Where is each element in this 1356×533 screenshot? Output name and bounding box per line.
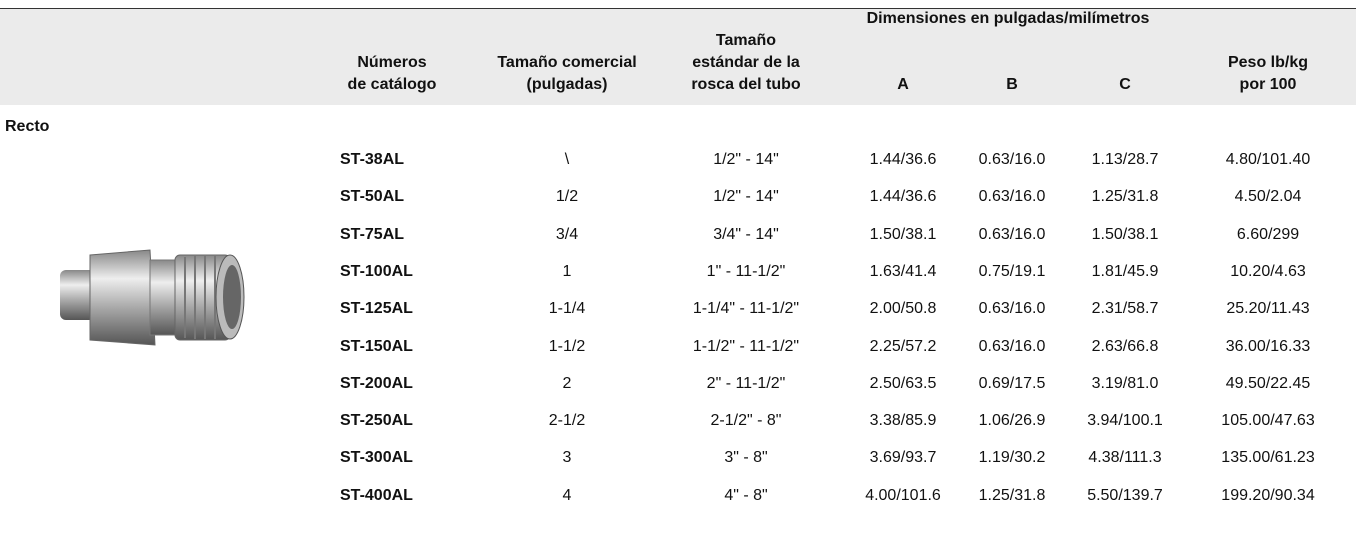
- table-cell: 1.50/38.1: [869, 225, 937, 243]
- table-cell: 3.19/81.0: [1091, 374, 1159, 392]
- table-cell: 0.69/17.5: [978, 374, 1046, 392]
- table-cell: 1.25/31.8: [1091, 188, 1159, 206]
- table-cell: 2.63/66.8: [1091, 337, 1159, 355]
- table-cell: 199.20/90.34: [1221, 486, 1315, 504]
- table-cell: 2-1/2" - 8": [710, 412, 782, 430]
- table-cell: 1.19/30.2: [978, 449, 1046, 467]
- table-cell: 1.06/26.9: [978, 412, 1046, 430]
- table-cell: 3.94/100.1: [1087, 412, 1163, 430]
- group-header: Dimensiones en pulgadas/milímetros: [866, 10, 1150, 27]
- table-cell: 2" - 11-1/2": [706, 374, 786, 392]
- table-cell: 1.44/36.6: [869, 151, 937, 168]
- column-header: rosca del tubo: [691, 76, 801, 93]
- table-cell: 1.50/38.1: [1091, 225, 1159, 243]
- table-cell: 3/4: [555, 225, 579, 243]
- table-cell: 1-1/4: [548, 300, 586, 318]
- table-cell: 1: [562, 262, 572, 280]
- column-header: estándar de la: [692, 54, 800, 71]
- table-cell: 25.20/11.43: [1226, 300, 1310, 318]
- table-cell: 4.00/101.6: [865, 486, 941, 504]
- table-cell: 1-1/2: [548, 337, 586, 355]
- table-cell: 0.75/19.1: [978, 262, 1046, 280]
- table-cell: ST-400AL: [340, 486, 413, 504]
- table-cell: 4.80/101.40: [1225, 151, 1311, 168]
- column-header: (pulgadas): [526, 76, 608, 93]
- table-cell: ST-150AL: [340, 337, 413, 355]
- column-header: de catálogo: [347, 76, 437, 93]
- section-label: Recto: [5, 118, 50, 135]
- table-cell: 0.63/16.0: [978, 151, 1046, 168]
- table-cell: ST-125AL: [340, 300, 413, 318]
- column-header: Tamaño: [715, 32, 777, 49]
- table-cell: 1/2" - 14": [713, 188, 779, 206]
- product-image: [60, 249, 245, 346]
- table-cell: 4: [562, 486, 572, 504]
- table-cell: 1.81/45.9: [1091, 262, 1159, 280]
- table-cell: 6.60/299: [1236, 225, 1300, 243]
- column-header: Peso lb/kg: [1227, 54, 1309, 71]
- table-cell: 2.25/57.2: [869, 337, 937, 355]
- table-cell: 3.38/85.9: [869, 412, 937, 430]
- table-cell: 2.00/50.8: [869, 300, 937, 318]
- table-cell: 105.00/47.63: [1221, 412, 1315, 430]
- table-cell: 0.63/16.0: [978, 337, 1046, 355]
- table-cell: 3: [562, 449, 572, 467]
- table-cell: 3/4" - 14": [713, 225, 779, 243]
- column-header: Números: [357, 54, 427, 71]
- table-cell: 1-1/4" - 11-1/2": [692, 300, 800, 318]
- table-cell: 0.63/16.0: [978, 188, 1046, 206]
- table-cell: 2.31/58.7: [1091, 300, 1159, 318]
- table-cell: ST-38AL: [340, 151, 405, 168]
- table-cell: 1" - 11-1/2": [706, 262, 786, 280]
- table-cell: ST-300AL: [340, 449, 413, 467]
- table-cell: ST-250AL: [340, 412, 413, 430]
- table-cell: 4" - 8": [724, 486, 768, 504]
- table-cell: 2: [562, 374, 572, 392]
- table-cell: ST-50AL: [340, 188, 405, 206]
- table-cell: 36.00/16.33: [1225, 337, 1311, 355]
- table-cell: 0.63/16.0: [978, 225, 1046, 243]
- table-cell: 3.69/93.7: [869, 449, 937, 467]
- table-cell: 1/2" - 14": [713, 151, 779, 168]
- table-cell: 1.25/31.8: [978, 486, 1046, 504]
- table-cell: 2-1/2: [548, 412, 586, 430]
- table-cell: 1/2: [555, 188, 579, 206]
- table-cell: 4.38/111.3: [1088, 449, 1162, 467]
- column-header: B: [1006, 76, 1018, 93]
- table-cell: 49.50/22.45: [1225, 374, 1311, 392]
- table-cell: 1.63/41.4: [869, 262, 937, 280]
- table-cell: 4.50/2.04: [1234, 188, 1302, 206]
- table-cell: 2.50/63.5: [869, 374, 937, 392]
- table-cell: 1-1/2" - 11-1/2": [692, 337, 800, 355]
- table-cell: 10.20/4.63: [1230, 262, 1306, 280]
- table-cell: 1.44/36.6: [869, 188, 937, 206]
- table-cell: ST-100AL: [340, 262, 413, 280]
- table-cell: \: [564, 151, 570, 168]
- column-header: C: [1119, 76, 1131, 93]
- table-cell: 1.13/28.7: [1091, 151, 1159, 168]
- table-cell: 5.50/139.7: [1087, 486, 1163, 504]
- table-cell: ST-75AL: [340, 225, 405, 243]
- column-header: Tamaño comercial: [497, 54, 637, 71]
- table-cell: 135.00/61.23: [1221, 449, 1315, 467]
- table-cell: ST-200AL: [340, 374, 413, 392]
- column-header: A: [897, 76, 909, 93]
- table-cell: 0.63/16.0: [978, 300, 1046, 318]
- table-cell: 3" - 8": [724, 449, 768, 467]
- header-band: [0, 8, 1356, 105]
- column-header: por 100: [1239, 76, 1297, 93]
